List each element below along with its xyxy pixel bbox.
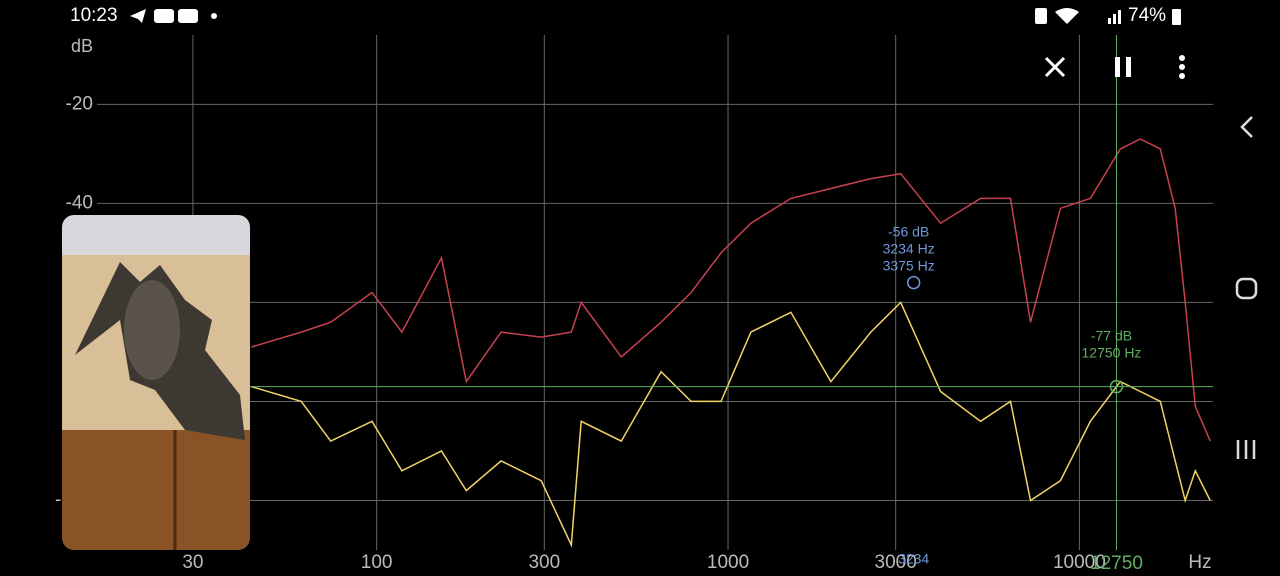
wifi-icon	[1055, 8, 1079, 24]
cursor-label: 12750 Hz	[1082, 344, 1142, 360]
x-tick-label: 100	[361, 552, 393, 573]
signal-icon	[1113, 14, 1116, 24]
x-tick-label: 30	[182, 552, 203, 573]
plot	[97, 35, 1213, 550]
battery-level: 74%	[1128, 5, 1166, 26]
cursor-label: -77 dB	[1091, 327, 1132, 343]
home-button[interactable]	[1235, 277, 1258, 300]
back-button[interactable]	[1240, 116, 1253, 138]
clock: 10:23	[70, 5, 118, 26]
dot-icon	[211, 13, 217, 19]
cursor-axis-label: 3234	[898, 551, 929, 567]
x-tick-label: 1000	[707, 552, 749, 573]
youtube-icon	[154, 9, 174, 23]
x-tick-label: 300	[528, 552, 560, 573]
cursor-marker	[906, 275, 921, 290]
cursor-label: 3375 Hz	[883, 257, 935, 273]
status-icons	[130, 8, 1181, 25]
y-tick-label: -20	[66, 93, 93, 114]
app-icon	[1035, 8, 1047, 24]
pip-photo[interactable]	[62, 215, 250, 550]
y-axis-label: dB	[71, 36, 93, 56]
menu-button[interactable]	[1179, 55, 1185, 79]
x-tick-label: 10000	[1053, 552, 1106, 573]
telegram-icon	[130, 9, 146, 23]
grid	[97, 35, 1213, 550]
signal-icon	[1108, 18, 1111, 24]
y-tick-label: -40	[66, 192, 93, 213]
signal-icon	[1118, 10, 1121, 24]
x-axis-label: Hz	[1188, 552, 1211, 573]
pause-button[interactable]	[1115, 57, 1131, 77]
cursor-axis-label: 12750	[1090, 553, 1143, 574]
cursor-marker	[1109, 379, 1124, 394]
spectrum-line	[251, 301, 1211, 548]
recents-button[interactable]	[1236, 440, 1256, 459]
close-button[interactable]	[1044, 56, 1066, 78]
battery-icon	[1172, 9, 1181, 25]
youtube-icon	[178, 9, 198, 23]
x-tick-label: 3000	[875, 552, 917, 573]
cursor-label: 3234 Hz	[883, 240, 935, 256]
spectrum-line	[251, 138, 1211, 442]
cursor-label: -56 dB	[888, 223, 929, 239]
